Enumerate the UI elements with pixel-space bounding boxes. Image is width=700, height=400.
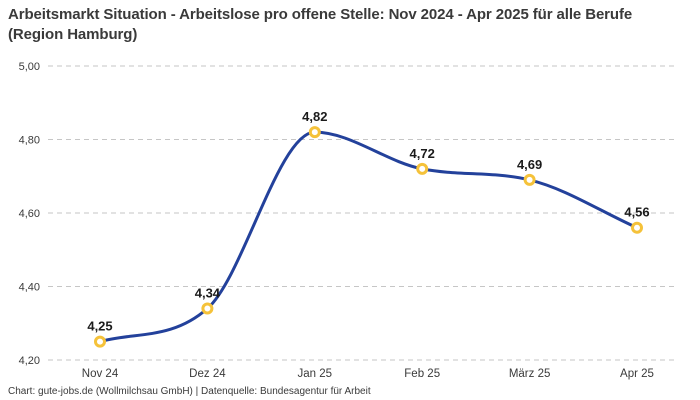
- series-line: [98, 130, 639, 344]
- x-axis-tick-label: Apr 25: [620, 368, 654, 380]
- data-point-label: 4,72: [410, 146, 435, 161]
- x-axis-tick-label: Feb 25: [404, 368, 440, 380]
- x-axis-tick-label: Dez 24: [189, 368, 226, 380]
- chart-title: Arbeitsmarkt Situation - Arbeitslose pro…: [8, 6, 633, 44]
- x-axis-tick-label: Jan 25: [298, 368, 333, 380]
- x-axis-tick-label: Nov 24: [82, 368, 119, 380]
- data-point-label: 4,69: [517, 157, 542, 172]
- data-point-marker[interactable]: [201, 302, 214, 315]
- data-point-label: 4,56: [624, 205, 649, 220]
- x-axis-tick-label: März 25: [509, 368, 551, 380]
- y-axis-tick-label: 5,00: [19, 61, 40, 73]
- y-axis-tick-label: 4,80: [19, 135, 40, 147]
- data-point-marker[interactable]: [308, 126, 321, 139]
- y-axis-tick-label: 4,20: [19, 355, 40, 367]
- data-point-label: 4,34: [195, 286, 221, 301]
- data-point-label: 4,82: [302, 109, 327, 124]
- data-point-marker[interactable]: [94, 335, 106, 348]
- data-point-marker[interactable]: [523, 173, 536, 186]
- data-point-label: 4,25: [87, 319, 112, 334]
- data-point-marker[interactable]: [631, 221, 643, 234]
- data-point-marker[interactable]: [416, 162, 429, 175]
- y-axis-tick-label: 4,40: [19, 282, 40, 294]
- y-axis-tick-label: 4,60: [19, 208, 40, 220]
- chart-credit: Chart: gute-jobs.de (Wollmilchsau GmbH) …: [8, 386, 371, 397]
